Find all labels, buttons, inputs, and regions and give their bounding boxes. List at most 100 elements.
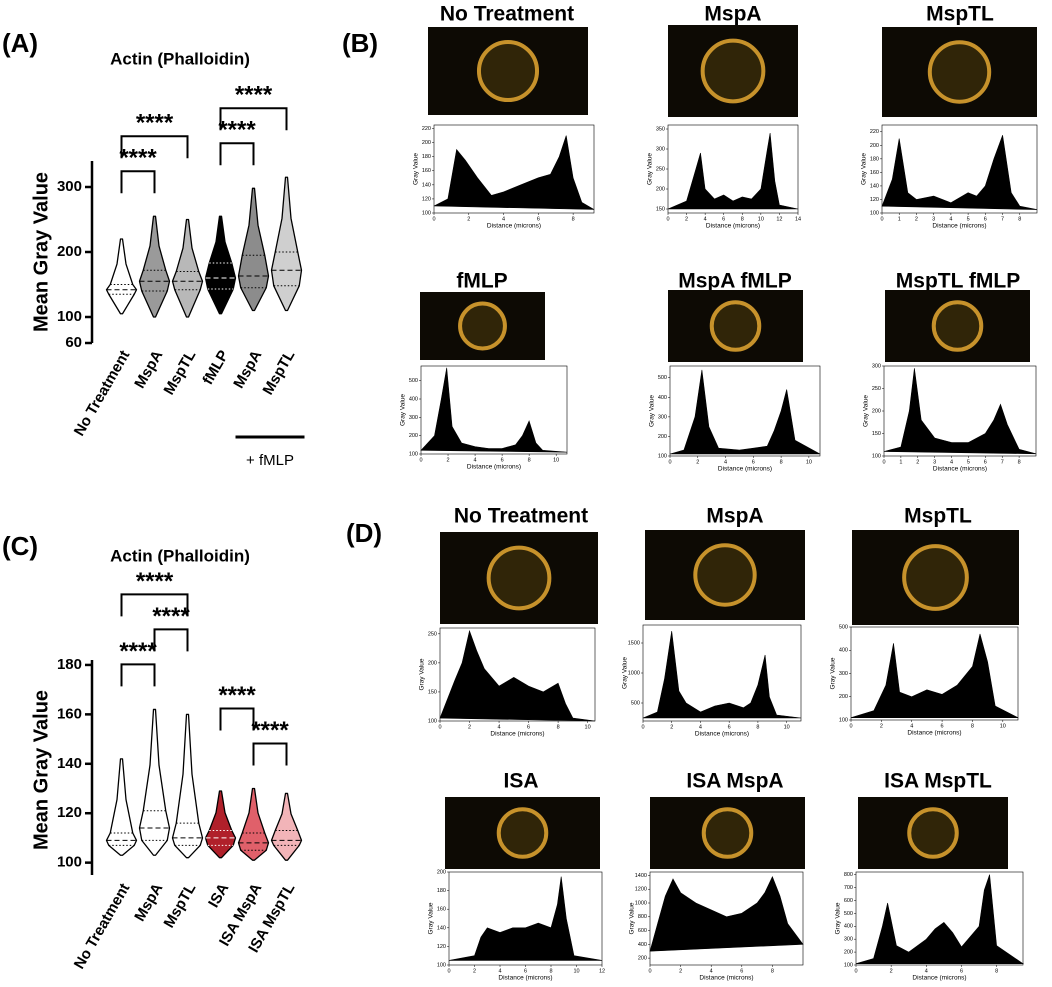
- image-title: MspTL: [904, 505, 972, 528]
- y-tick-label: 800: [844, 872, 853, 878]
- x-axis-label: Distance (microns): [718, 466, 772, 473]
- x-tick-label: 0: [854, 968, 857, 974]
- y-tick-label: 100: [428, 718, 437, 724]
- x-tick-label: 2: [916, 459, 919, 465]
- cell-interior: [695, 545, 755, 605]
- x-tick-label: 0: [641, 724, 644, 730]
- cell-interior: [711, 302, 760, 350]
- x-tick-label: ISA: [205, 880, 232, 910]
- violin: [171, 218, 204, 318]
- x-tick-label: 5: [967, 216, 970, 222]
- y-tick-label: 100: [422, 210, 431, 216]
- image-title: No Treatment: [440, 3, 574, 26]
- x-tick-label: 6: [941, 723, 944, 729]
- y-tick-label: 160: [57, 705, 82, 722]
- intensity-profile: [883, 368, 1037, 455]
- cell-interior: [488, 547, 550, 609]
- panel-label: (D): [346, 518, 382, 548]
- x-tick-label: MspTL: [161, 347, 200, 397]
- significance-label: ****: [235, 82, 273, 109]
- x-tick-label: 6: [537, 216, 540, 222]
- x-tick-label: 8: [780, 459, 783, 465]
- y-axis-label: Mean Gray Value: [30, 172, 52, 332]
- y-tick-label: 400: [844, 924, 853, 930]
- intensity-profile: [433, 135, 595, 210]
- x-axis-label: Distance (microns): [490, 731, 544, 738]
- image-title: No Treatment: [454, 505, 588, 528]
- x-tick-label: 5: [967, 459, 970, 465]
- violin: [171, 713, 204, 859]
- y-tick-label: 200: [870, 143, 879, 149]
- x-tick-label: 3: [932, 216, 935, 222]
- x-tick-label: 8: [1018, 459, 1021, 465]
- y-tick-label: 100: [870, 210, 879, 216]
- violin: [138, 708, 171, 856]
- y-axis-label: Gray Value: [413, 153, 420, 185]
- y-tick-label: 500: [409, 378, 418, 384]
- cell-membrane: [700, 38, 766, 104]
- x-tick-label: 10: [585, 724, 591, 730]
- x-axis-label: Distance (microns): [467, 464, 521, 471]
- y-tick-label: 300: [409, 415, 418, 421]
- x-tick-label: 0: [666, 216, 669, 222]
- violin: [204, 215, 237, 315]
- y-tick-label: 180: [422, 154, 431, 160]
- x-tick-label: 2: [467, 216, 470, 222]
- x-tick-label: 2: [679, 968, 682, 974]
- y-tick-label: 100: [437, 962, 446, 968]
- x-axis-label: Distance (microns): [699, 975, 753, 982]
- y-tick-label: 160: [870, 170, 879, 176]
- image-title: ISA: [503, 770, 538, 793]
- violin: [270, 176, 303, 312]
- x-tick-label: 8: [549, 968, 552, 974]
- x-tick-label: 0: [849, 723, 852, 729]
- y-tick-label: 400: [638, 942, 647, 948]
- x-tick-label: MspA: [230, 347, 265, 391]
- x-tick-label: 8: [528, 457, 531, 463]
- significance-label: ****: [218, 117, 256, 144]
- cell-interior: [929, 42, 990, 102]
- y-tick-label: 700: [844, 885, 853, 891]
- x-tick-label: 4: [925, 968, 928, 974]
- image-title: fMLP: [456, 270, 507, 293]
- y-tick-label: 600: [844, 898, 853, 904]
- x-tick-label: 6: [527, 724, 530, 730]
- intensity-profile: [420, 367, 568, 453]
- intensity-profile: [881, 135, 1038, 210]
- x-tick-label: fMLP: [199, 347, 232, 387]
- x-tick-label: 6: [722, 216, 725, 222]
- y-tick-label: 140: [57, 755, 82, 772]
- cell-membrane: [902, 544, 969, 611]
- x-axis-label: Distance (microns): [498, 975, 552, 982]
- y-axis-label: Gray Value: [622, 657, 629, 689]
- cell-interior: [498, 809, 547, 857]
- cell-interior: [702, 40, 764, 102]
- y-tick-label: 200: [658, 434, 667, 440]
- x-axis-label: Distance (microns): [706, 223, 760, 230]
- y-tick-label: 220: [422, 126, 431, 132]
- significance-bracket: [153, 628, 189, 652]
- x-tick-label: 4: [724, 459, 727, 465]
- y-tick-label: 120: [437, 944, 446, 950]
- x-tick-label: MspTL: [161, 880, 200, 930]
- y-tick-label: 220: [870, 129, 879, 135]
- y-tick-label: 100: [844, 962, 853, 968]
- x-tick-label: 6: [728, 724, 731, 730]
- y-tick-label: 1000: [628, 670, 640, 676]
- x-tick-label: 2: [880, 723, 883, 729]
- image-title: ISA MspA: [686, 770, 783, 793]
- x-tick-label: MspA: [131, 347, 166, 391]
- cell-membrane: [931, 300, 984, 352]
- x-tick-label: 4: [704, 216, 707, 222]
- y-tick-label: 300: [844, 937, 853, 943]
- cell-interior: [460, 303, 505, 349]
- x-tick-label: 10: [1000, 723, 1006, 729]
- y-tick-label: 500: [658, 375, 667, 381]
- cell-interior: [478, 41, 538, 101]
- chart-title: Actin (Phalloidin): [110, 49, 250, 68]
- cell-membrane: [496, 807, 549, 859]
- x-tick-label: 4: [910, 723, 913, 729]
- y-tick-label: 1200: [635, 887, 647, 893]
- intensity-profile: [669, 369, 821, 455]
